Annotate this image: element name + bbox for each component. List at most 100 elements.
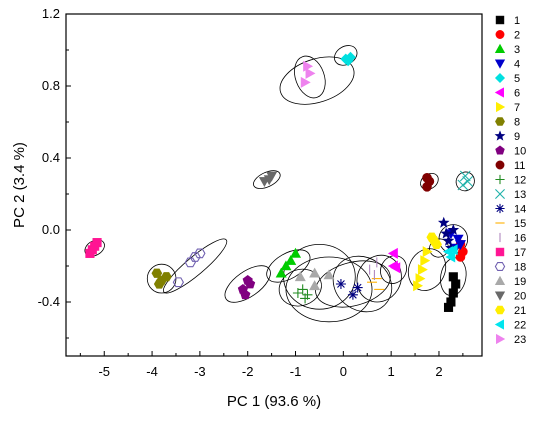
x-tick-label: 2 bbox=[435, 364, 442, 379]
data-point-series-18 bbox=[184, 257, 196, 268]
y-tick-label: 1.2 bbox=[42, 6, 60, 21]
data-point-series-13 bbox=[459, 170, 471, 182]
y-tick-label: -0.4 bbox=[38, 294, 60, 309]
data-point-series-12 bbox=[300, 293, 311, 304]
legend-marker-2 bbox=[495, 30, 505, 39]
legend-marker-18 bbox=[494, 261, 506, 272]
legend-marker-13 bbox=[495, 189, 505, 199]
data-point-series-14 bbox=[352, 282, 363, 293]
data-point-series-19 bbox=[294, 271, 306, 282]
data-point-series-3 bbox=[280, 260, 292, 271]
x-tick-label: -1 bbox=[290, 364, 302, 379]
data-point-series-9 bbox=[440, 227, 452, 239]
legend-marker-12 bbox=[495, 174, 505, 185]
legend-marker-19 bbox=[494, 275, 506, 285]
data-point-series-23 bbox=[305, 67, 316, 79]
confidence-ellipse bbox=[294, 55, 326, 99]
legend-label: 10 bbox=[514, 146, 526, 158]
y-tick-label: 0.4 bbox=[42, 150, 60, 165]
data-point-series-3 bbox=[275, 267, 287, 278]
data-point-series-14 bbox=[347, 289, 358, 300]
confidence-ellipse bbox=[266, 249, 311, 283]
legend-label: 20 bbox=[514, 291, 526, 303]
legend-label: 3 bbox=[514, 44, 520, 56]
y-tick-label: 0.8 bbox=[42, 78, 60, 93]
data-point-series-9 bbox=[437, 216, 450, 228]
legend-label: 23 bbox=[514, 334, 526, 346]
legend-label: 14 bbox=[514, 204, 526, 216]
data-point-series-3 bbox=[285, 254, 297, 265]
legend-label: 2 bbox=[514, 30, 520, 42]
legend-marker-17 bbox=[495, 247, 505, 257]
legend-label: 19 bbox=[514, 276, 526, 288]
data-point-series-11 bbox=[422, 173, 432, 183]
data-point-series-6 bbox=[387, 247, 398, 259]
data-point-series-21 bbox=[431, 239, 442, 250]
data-point-series-1 bbox=[451, 279, 461, 289]
confidence-ellipse bbox=[224, 265, 271, 303]
legend-label: 17 bbox=[514, 247, 526, 259]
data-point-series-5 bbox=[342, 55, 354, 67]
legend-label: 5 bbox=[514, 73, 520, 85]
x-tick-label: 1 bbox=[388, 364, 395, 379]
legend-marker-1 bbox=[495, 15, 505, 25]
legend-marker-22 bbox=[494, 319, 504, 330]
data-point-series-17 bbox=[92, 238, 102, 248]
plot-frame bbox=[65, 13, 483, 357]
data-point-series-19 bbox=[309, 267, 321, 278]
confidence-ellipse bbox=[455, 171, 475, 192]
legend-label: 9 bbox=[514, 131, 520, 143]
legend-marker-4 bbox=[494, 59, 506, 69]
confidence-ellipse bbox=[253, 170, 281, 189]
legend-marker-6 bbox=[494, 87, 504, 98]
legend-marker-3 bbox=[494, 43, 506, 53]
data-point-series-1 bbox=[443, 302, 454, 312]
confidence-ellipse bbox=[315, 260, 391, 308]
legend-marker-8 bbox=[495, 117, 505, 126]
legend-label: 11 bbox=[514, 160, 525, 172]
confidence-ellipse bbox=[380, 255, 407, 284]
legend-marker-23 bbox=[496, 333, 506, 345]
confidence-ellipse bbox=[332, 255, 393, 313]
x-tick-label: 0 bbox=[340, 364, 347, 379]
legend-marker-9 bbox=[494, 130, 506, 141]
data-point-series-19 bbox=[309, 280, 321, 291]
data-point-series-9 bbox=[442, 234, 455, 246]
data-point-series-6 bbox=[390, 262, 401, 274]
data-point-series-7 bbox=[417, 264, 428, 276]
data-point-series-1 bbox=[448, 288, 458, 298]
data-point-series-4 bbox=[452, 234, 464, 245]
confidence-ellipse bbox=[285, 256, 373, 323]
legend-marker-11 bbox=[495, 160, 505, 170]
y-axis-title: PC 2 (3.4 %) bbox=[11, 142, 28, 228]
x-axis-title: PC 1 (93.6 %) bbox=[227, 393, 321, 410]
data-point-series-18 bbox=[172, 277, 185, 288]
data-point-series-12 bbox=[297, 284, 308, 295]
y-tick-label: 0.0 bbox=[42, 222, 60, 237]
data-point-series-9 bbox=[447, 223, 460, 235]
data-point-series-10 bbox=[244, 278, 256, 289]
x-tick-label: -4 bbox=[146, 364, 158, 379]
legend-label: 16 bbox=[514, 233, 526, 245]
data-point-series-22 bbox=[447, 244, 458, 256]
x-tick-label: -3 bbox=[194, 364, 206, 379]
data-point-series-18 bbox=[194, 248, 206, 259]
data-point-series-18 bbox=[189, 252, 201, 262]
legend-label: 13 bbox=[514, 189, 526, 201]
data-point-series-10 bbox=[240, 289, 251, 300]
legend-label: 4 bbox=[514, 59, 520, 71]
legend-label: 15 bbox=[514, 218, 526, 230]
data-point-series-8 bbox=[153, 279, 165, 289]
legend-marker-14 bbox=[495, 203, 505, 214]
confidence-ellipse bbox=[279, 56, 355, 105]
data-point-series-21 bbox=[426, 232, 438, 242]
legend-label: 8 bbox=[514, 117, 520, 129]
data-points bbox=[85, 51, 474, 312]
data-point-series-7 bbox=[420, 255, 431, 267]
legend-label: 6 bbox=[514, 88, 520, 100]
x-tick-label: -2 bbox=[242, 364, 254, 379]
data-point-series-20 bbox=[266, 171, 278, 182]
data-point-series-23 bbox=[300, 76, 311, 88]
data-point-series-2 bbox=[455, 252, 466, 262]
